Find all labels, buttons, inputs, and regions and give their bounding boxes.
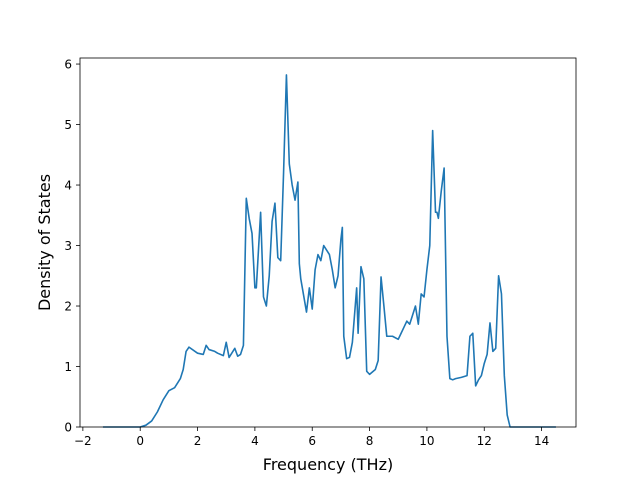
x-tick-label: 10 [419,434,434,448]
x-tick-label: 14 [534,434,549,448]
x-tick-label: 12 [477,434,492,448]
y-tick-label: 2 [64,300,72,314]
x-tick-label: −2 [74,434,92,448]
x-tick-label: 4 [251,434,259,448]
y-axis-ticks: 0 1 2 3 4 5 6 [64,58,80,435]
axes-frame [79,57,577,428]
y-axis-label: Density of States [35,174,54,311]
dos-series-line [102,74,556,428]
y-tick-label: 0 [64,421,72,435]
x-axis-label: Frequency (THz) [263,455,393,474]
y-tick-label: 4 [64,179,72,193]
plot-area [79,57,577,428]
x-tick-label: 8 [366,434,374,448]
y-tick-label: 6 [64,58,72,72]
x-tick-label: 6 [308,434,316,448]
x-tick-label: 0 [136,434,144,448]
y-tick-label: 5 [64,118,72,132]
x-axis-ticks: −2 0 2 4 6 8 10 12 14 [74,427,549,448]
y-tick-label: 3 [64,239,72,253]
y-tick-label: 1 [64,360,72,374]
x-tick-label: 2 [194,434,202,448]
